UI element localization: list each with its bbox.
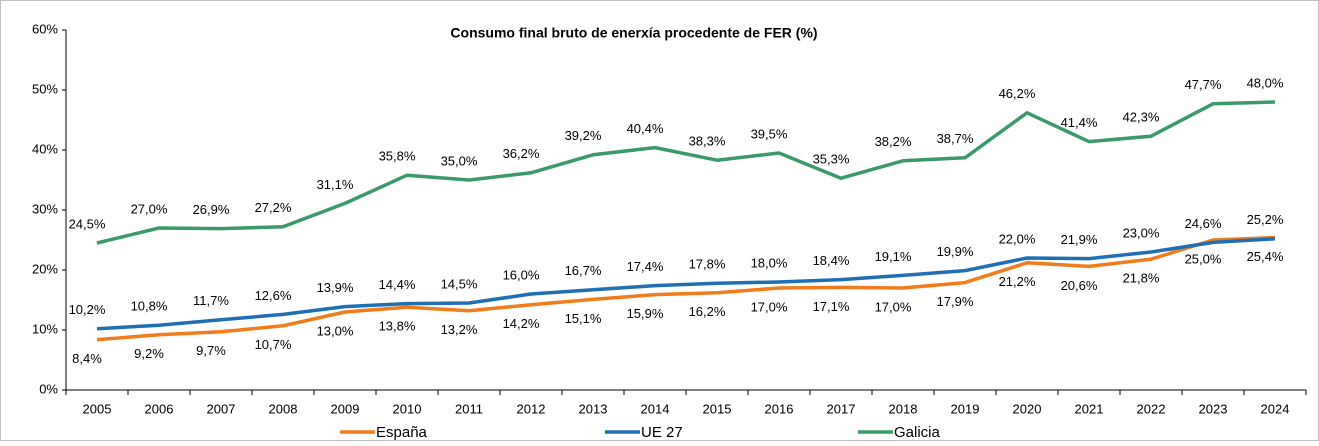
x-tick-label: 2017: [827, 401, 856, 416]
chart-title: Consumo final bruto de enerxía procedent…: [450, 25, 817, 41]
data-label: 38,2%: [875, 134, 912, 149]
data-label: 46,2%: [999, 86, 1036, 101]
x-tick-label: 2016: [765, 401, 794, 416]
x-tick-label: 2011: [455, 401, 483, 416]
data-label: 42,3%: [1123, 110, 1160, 125]
data-label: 35,0%: [441, 153, 478, 168]
data-label: 31,1%: [317, 177, 354, 192]
data-label: 25,2%: [1247, 212, 1284, 227]
x-tick-label: 2012: [517, 401, 546, 416]
data-label: 10,2%: [69, 302, 106, 317]
data-label: 21,9%: [1061, 232, 1098, 247]
data-label: 8,4%: [72, 351, 102, 366]
data-label: 10,8%: [131, 299, 168, 314]
data-label: 17,9%: [937, 294, 974, 309]
x-tick-label: 2024: [1261, 401, 1290, 416]
data-label: 24,6%: [1185, 216, 1222, 231]
data-label: 15,9%: [627, 306, 664, 321]
data-label: 27,0%: [131, 201, 168, 216]
x-tick-label: 2019: [951, 401, 980, 416]
data-label: 38,3%: [689, 134, 726, 149]
x-tick-label: 2020: [1013, 401, 1042, 416]
data-label: 11,7%: [193, 293, 229, 308]
y-tick-label: 50%: [32, 81, 58, 96]
data-label: 18,0%: [751, 255, 788, 270]
data-label: 13,2%: [441, 322, 478, 337]
data-label: 14,4%: [379, 277, 416, 292]
data-label: 25,0%: [1185, 251, 1222, 266]
data-label: 13,9%: [317, 280, 354, 295]
y-tick-label: 30%: [32, 201, 58, 216]
data-label: 17,1%: [813, 299, 850, 314]
x-tick-label: 2008: [269, 401, 298, 416]
data-label: 41,4%: [1061, 115, 1098, 130]
data-label: 9,2%: [134, 346, 164, 361]
data-label: 22,0%: [999, 231, 1036, 246]
data-label: 16,0%: [503, 267, 540, 282]
series-line: [96, 237, 1276, 331]
data-label: 35,3%: [813, 152, 850, 167]
x-tick-label: 2013: [579, 401, 608, 416]
data-label: 35,8%: [379, 149, 416, 164]
data-label: 36,2%: [503, 146, 540, 161]
data-label: 19,9%: [937, 244, 974, 259]
data-label: 27,2%: [255, 200, 292, 215]
data-label: 39,2%: [565, 128, 602, 143]
data-label: 21,2%: [999, 274, 1036, 289]
y-tick-label: 0%: [39, 381, 58, 396]
data-label: 25,4%: [1247, 249, 1284, 264]
data-label: 17,0%: [751, 299, 788, 314]
y-tick-label: 20%: [32, 261, 58, 276]
data-label: 18,4%: [813, 253, 850, 268]
data-label: 10,7%: [255, 337, 292, 352]
x-tick-label: 2005: [83, 401, 112, 416]
legend-label: Galicia: [894, 424, 941, 441]
data-label: 26,9%: [193, 202, 230, 217]
data-label: 23,0%: [1123, 225, 1160, 240]
series-line: [96, 100, 1276, 245]
data-label: 13,8%: [379, 319, 416, 334]
legend-label: UE 27: [641, 424, 683, 441]
x-tick-label: 2014: [641, 401, 670, 416]
x-tick-label: 2007: [207, 401, 236, 416]
data-label: 9,7%: [196, 343, 226, 358]
data-label: 14,2%: [503, 316, 540, 331]
data-label: 21,8%: [1123, 271, 1160, 286]
data-label: 17,0%: [875, 299, 912, 314]
x-tick-label: 2021: [1075, 401, 1104, 416]
data-label: 16,7%: [565, 263, 602, 278]
x-tick-label: 2006: [145, 401, 174, 416]
data-label: 17,8%: [689, 257, 726, 272]
y-tick-label: 40%: [32, 141, 58, 156]
data-label: 38,7%: [937, 131, 974, 146]
data-label: 47,7%: [1185, 77, 1222, 92]
x-tick-label: 2018: [889, 401, 918, 416]
x-tick-label: 2022: [1137, 401, 1166, 416]
data-label: 48,0%: [1247, 75, 1284, 90]
data-label: 24,5%: [69, 216, 106, 231]
data-label: 12,6%: [255, 288, 292, 303]
data-label: 16,2%: [689, 304, 726, 319]
data-label: 20,6%: [1061, 278, 1098, 293]
x-tick-label: 2010: [393, 401, 422, 416]
data-label: 13,0%: [317, 323, 354, 338]
data-label: 15,1%: [565, 311, 602, 326]
legend-label: España: [376, 424, 428, 441]
data-label: 39,5%: [751, 126, 788, 141]
x-tick-label: 2009: [331, 401, 360, 416]
data-label: 17,4%: [627, 259, 664, 274]
y-tick-label: 60%: [32, 21, 58, 36]
x-tick-label: 2023: [1199, 401, 1228, 416]
data-label: 14,5%: [441, 276, 478, 291]
series-line: [96, 235, 1276, 342]
x-tick-label: 2015: [703, 401, 732, 416]
data-label: 19,1%: [875, 249, 912, 264]
data-label: 40,4%: [627, 121, 664, 136]
y-tick-label: 10%: [32, 321, 58, 336]
